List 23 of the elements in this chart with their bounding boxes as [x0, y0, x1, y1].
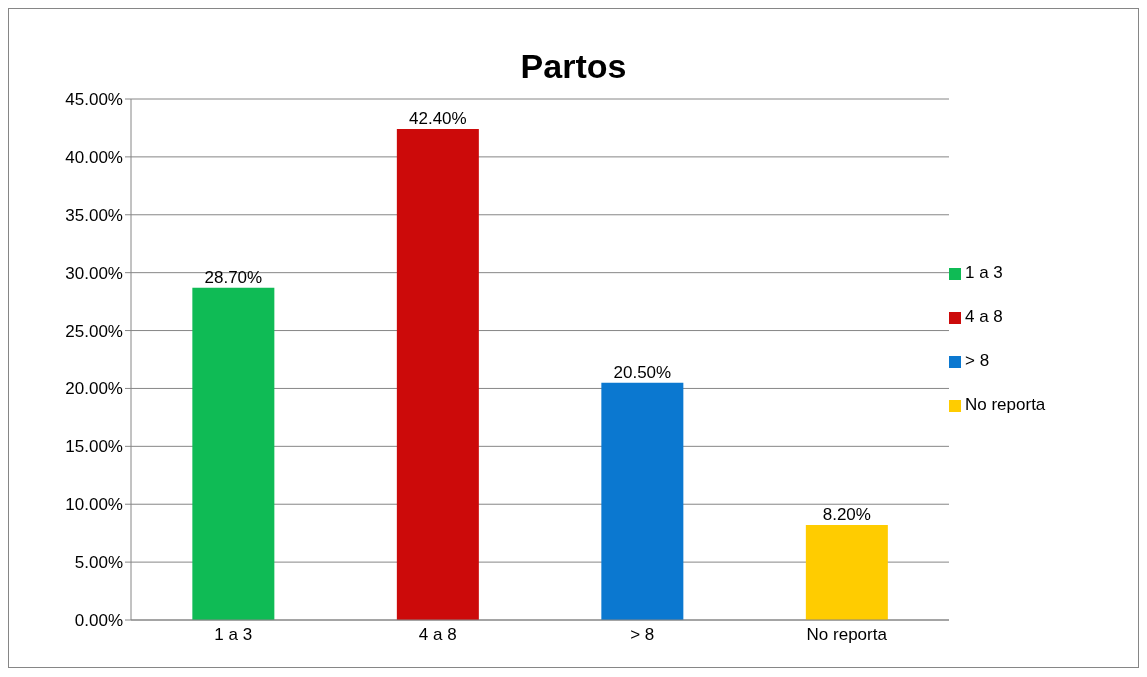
data-label: 42.40% — [409, 109, 467, 129]
legend-label: 1 a 3 — [965, 263, 1003, 282]
y-tick-label: 5.00% — [74, 553, 123, 573]
y-tick-label: 10.00% — [65, 495, 123, 515]
y-tick-label: 15.00% — [65, 437, 123, 457]
legend-label: 4 a 8 — [965, 307, 1003, 326]
y-tick-label: 35.00% — [65, 205, 123, 225]
x-tick-label: > 8 — [630, 625, 655, 645]
x-tick-label: No reporta — [806, 625, 888, 645]
y-tick-label: 20.00% — [65, 379, 123, 399]
chart-title: Partos — [519, 47, 628, 86]
data-label: 8.20% — [822, 505, 871, 525]
y-tick-label: 0.00% — [74, 611, 123, 631]
legend-label: > 8 — [965, 351, 990, 370]
y-tick-label: 45.00% — [65, 90, 123, 110]
x-tick-label: 4 a 8 — [418, 625, 457, 645]
y-tick-label: 30.00% — [65, 263, 123, 283]
y-tick-label: 40.00% — [65, 147, 123, 167]
legend-label: No reporta — [965, 395, 1046, 414]
y-tick-label: 25.00% — [65, 321, 123, 341]
x-tick-label: 1 a 3 — [214, 625, 253, 645]
data-label: 20.50% — [613, 362, 672, 382]
data-label: 28.70% — [204, 267, 263, 287]
